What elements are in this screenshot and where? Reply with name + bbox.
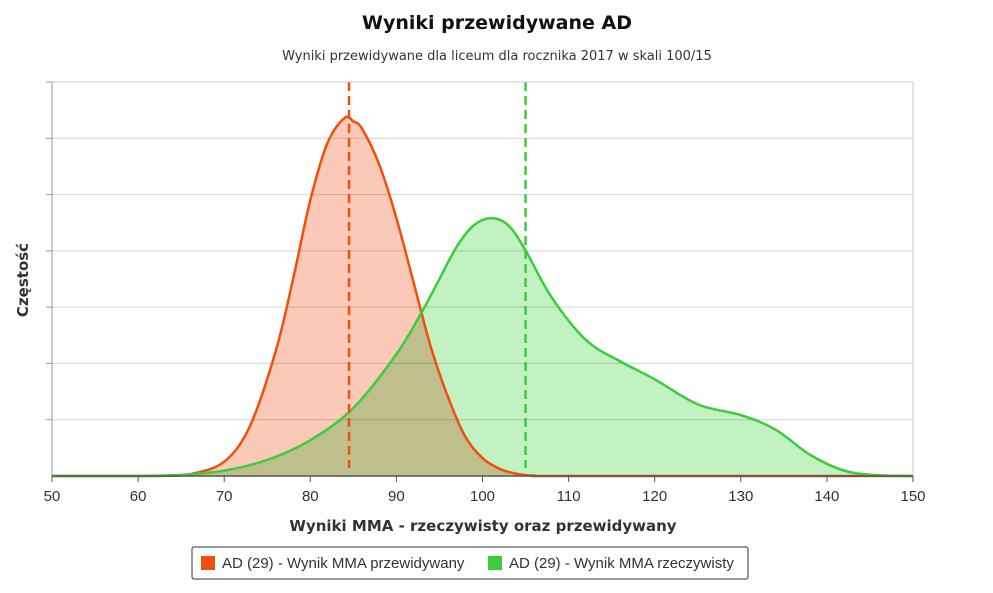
x-tick-labels: 50 60 70 80 90 100 110 120 130 140 150 xyxy=(44,476,926,505)
x-tick-label: 100 xyxy=(470,488,495,505)
legend-box xyxy=(191,546,749,580)
x-tick-label: 130 xyxy=(728,488,753,505)
x-tick-label: 80 xyxy=(302,488,319,505)
legend: AD (29) - Wynik MMA przewidywany AD (29)… xyxy=(191,546,749,580)
x-tick-label: 60 xyxy=(130,488,147,505)
legend-label-predicted[interactable]: AD (29) - Wynik MMA przewidywany xyxy=(222,555,465,572)
density-areas xyxy=(51,115,914,478)
x-tick-label: 50 xyxy=(44,488,61,505)
x-tick-label: 90 xyxy=(388,488,405,505)
x-tick-label: 110 xyxy=(557,488,581,505)
series-line-predicted xyxy=(51,115,913,478)
x-tick-label: 150 xyxy=(900,488,925,505)
legend-swatch-actual[interactable] xyxy=(488,556,502,570)
chart-title: Wyniki przewidywane AD xyxy=(362,12,632,34)
chart-subtitle: Wyniki przewidywane dla liceum dla roczn… xyxy=(282,49,712,64)
x-tick-label: 120 xyxy=(642,488,667,505)
series-area-predicted xyxy=(52,116,913,477)
mean-lines xyxy=(347,82,527,468)
x-tick-label: 140 xyxy=(814,488,839,505)
y-axis-title: Częstość xyxy=(14,243,32,317)
legend-swatch-predicted[interactable] xyxy=(201,556,215,570)
series-line-actual xyxy=(51,216,914,478)
series-area-actual xyxy=(52,218,913,477)
x-tick-label: 70 xyxy=(216,488,233,505)
x-axis-title: Wyniki MMA - rzeczywisty oraz przewidywa… xyxy=(289,517,676,535)
legend-label-actual[interactable]: AD (29) - Wynik MMA rzeczywisty xyxy=(509,555,734,572)
